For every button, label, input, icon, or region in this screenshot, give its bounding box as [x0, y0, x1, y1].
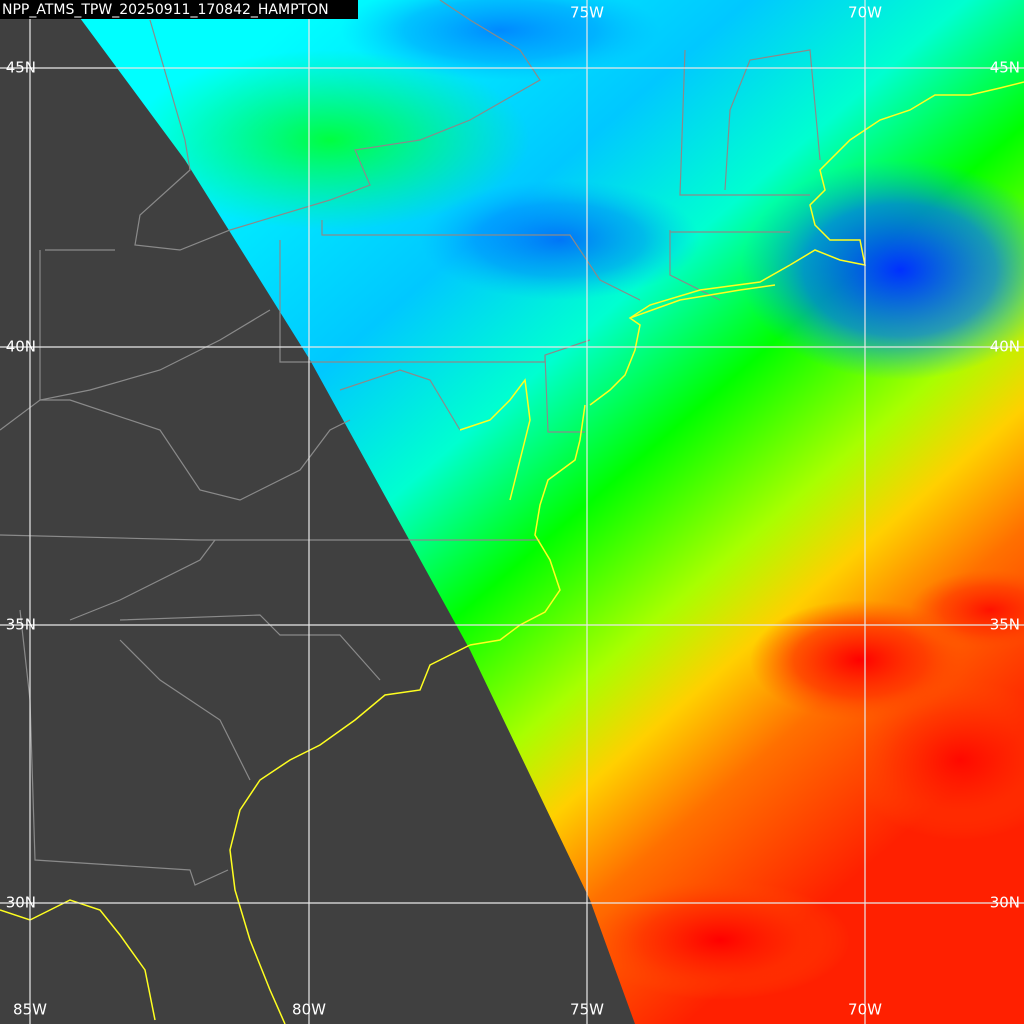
product-title: NPP_ATMS_TPW_20250911_170842_HAMPTON [2, 2, 329, 18]
coastline [0, 81, 1024, 1024]
longitude-label: 70W [848, 1001, 882, 1019]
longitude-label: 75W [570, 4, 604, 22]
latitude-label: 45N [990, 59, 1020, 77]
latitude-label: 30N [990, 894, 1020, 912]
latitude-label: 30N [6, 894, 36, 912]
title-bar [0, 0, 358, 19]
longitude-label: 70W [848, 4, 882, 22]
latitude-label: 40N [6, 338, 36, 356]
longitude-label: 80W [292, 1001, 326, 1019]
longitude-label: 75W [570, 1001, 604, 1019]
latitude-label: 35N [990, 616, 1020, 634]
latitude-label: 45N [6, 59, 36, 77]
latitude-label: 35N [6, 616, 36, 634]
latitude-label: 40N [990, 338, 1020, 356]
borders [0, 0, 821, 886]
longitude-label: 85W [13, 1001, 47, 1019]
